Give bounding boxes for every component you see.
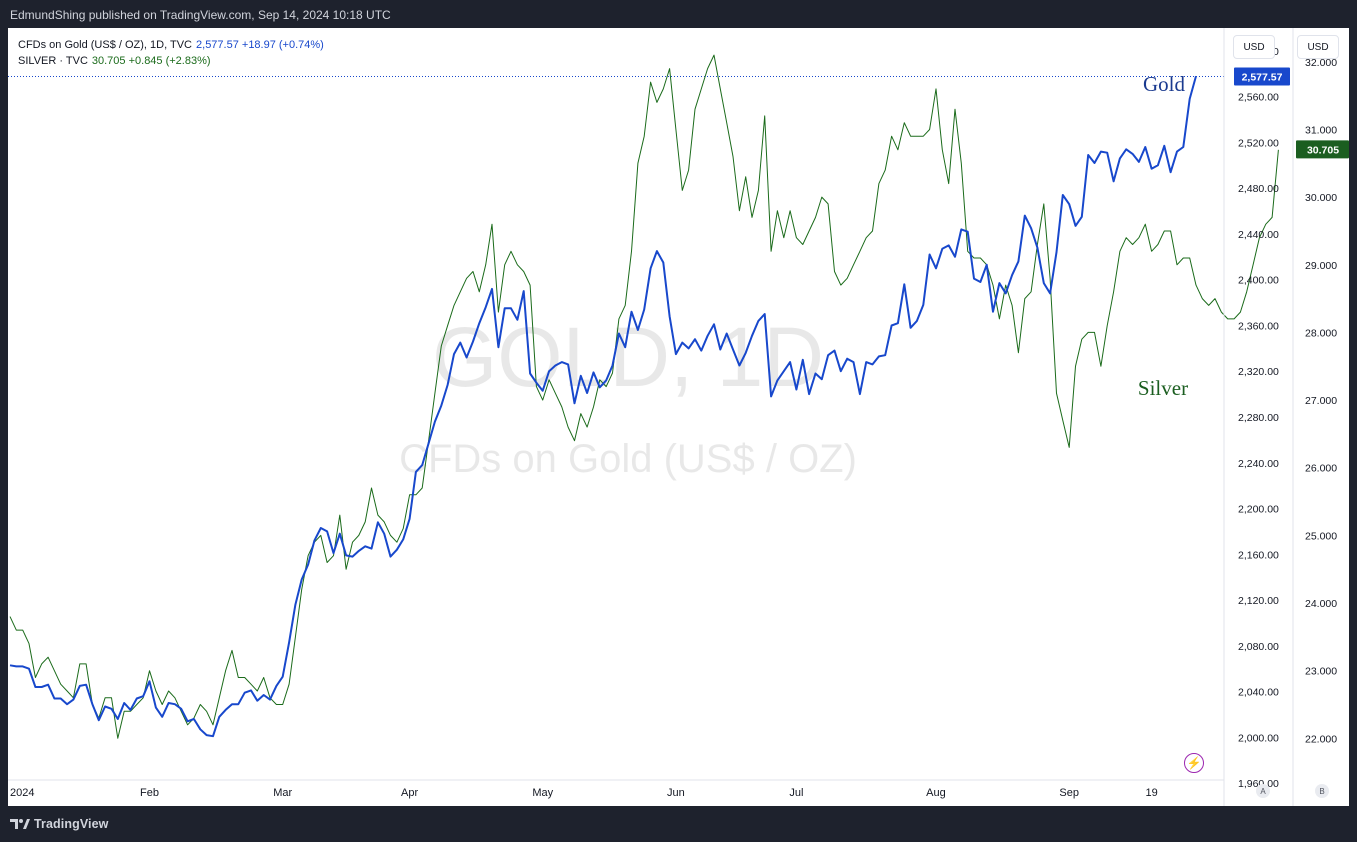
watermark-symbol: GOLD, 1D <box>432 310 824 404</box>
gold-last-value-text: 2,577.57 <box>1242 72 1283 84</box>
gold-axis-tick: 2,280.00 <box>1238 412 1279 424</box>
gold-axis-tick: 2,480.00 <box>1238 183 1279 195</box>
gold-axis-tick: 2,000.00 <box>1238 732 1279 744</box>
time-axis-tick: May <box>532 787 553 799</box>
time-axis-tick: Jun <box>667 787 685 799</box>
price-chart[interactable]: GOLD, 1D CFDs on Gold (US$ / OZ) Gold Silv… <box>8 28 1349 806</box>
legend-silver-row[interactable]: SILVER · TVC 30.705 +0.845 (+2.83%) <box>18 53 324 69</box>
publisher-text: EdmundShing published on TradingView.com… <box>10 8 391 22</box>
watermark-name: CFDs on Gold (US$ / OZ) <box>399 437 857 481</box>
tradingview-logo-icon[interactable] <box>10 817 30 831</box>
silver-axis-tick: 22.000 <box>1305 733 1337 745</box>
auto-scale-button[interactable]: A <box>1256 784 1270 798</box>
currency-button-gold[interactable]: USD <box>1233 35 1275 59</box>
legend-gold-row[interactable]: CFDs on Gold (US$ / OZ), 1D, TVC 2,577.57… <box>18 37 324 53</box>
gold-axis-tick: 2,160.00 <box>1238 549 1279 561</box>
tradingview-brand[interactable]: TradingView <box>34 817 109 831</box>
gold-axis-tick: 2,440.00 <box>1238 229 1279 241</box>
time-axis-tick: 19 <box>1145 787 1157 799</box>
gold-axis-tick: 2,120.00 <box>1238 595 1279 607</box>
silver-axis-tick: 32.000 <box>1305 57 1337 69</box>
silver-axis-tick: 29.000 <box>1305 260 1337 272</box>
scale-button-b[interactable]: B <box>1315 784 1329 798</box>
silver-series-line <box>9 54 1279 739</box>
time-axis-tick: Feb <box>140 787 159 799</box>
silver-annotation: Silver <box>1138 376 1188 400</box>
gold-axis-tick: 2,040.00 <box>1238 687 1279 699</box>
bottom-bar <box>0 806 1357 842</box>
silver-axis-tick: 28.000 <box>1305 327 1337 339</box>
gold-axis-tick: 2,080.00 <box>1238 641 1279 653</box>
gold-axis-tick: 2,200.00 <box>1238 504 1279 516</box>
legend-silver-values: 30.705 +0.845 (+2.83%) <box>91 55 211 67</box>
time-axis-tick: Apr <box>401 787 418 799</box>
time-axis-tick: Mar <box>273 787 292 799</box>
currency-button-silver[interactable]: USD <box>1297 35 1339 59</box>
gold-axis-tick: 2,520.00 <box>1238 137 1279 149</box>
gold-axis-tick: 2,320.00 <box>1238 366 1279 378</box>
gold-annotation: Gold <box>1143 72 1186 96</box>
gold-axis-tick: 2,400.00 <box>1238 275 1279 287</box>
gold-series-line <box>9 75 1197 738</box>
lightning-bolt-icon[interactable]: ⚡ <box>1184 753 1204 773</box>
gold-axis-tick: 2,560.00 <box>1238 92 1279 104</box>
silver-axis-tick: 25.000 <box>1305 530 1337 542</box>
silver-axis-tick: 30.000 <box>1305 192 1337 204</box>
legend-gold-values: 2,577.57 +18.97 (+0.74%) <box>196 39 324 51</box>
silver-last-value-tag <box>1296 140 1349 159</box>
silver-axis-tick: 23.000 <box>1305 666 1337 678</box>
legend-silver-label: SILVER · TVC <box>18 55 88 67</box>
silver-axis-tick: 24.000 <box>1305 598 1337 610</box>
silver-axis-tick: 31.000 <box>1305 124 1337 136</box>
legend: CFDs on Gold (US$ / OZ), 1D, TVC 2,577.57… <box>18 37 324 69</box>
time-axis-tick: Jul <box>789 787 803 799</box>
silver-axis-tick: 27.000 <box>1305 395 1337 407</box>
gold-last-value-tag <box>1234 67 1290 86</box>
gold-axis-tick: 2,360.00 <box>1238 320 1279 332</box>
silver-last-value-text: 30.705 <box>1307 144 1339 156</box>
gold-axis-tick: 2,240.00 <box>1238 458 1279 470</box>
silver-axis-tick: 26.000 <box>1305 463 1337 475</box>
time-axis-tick: Sep <box>1059 787 1079 799</box>
time-axis-tick: Aug <box>926 787 946 799</box>
time-axis-tick: 2024 <box>10 787 34 799</box>
legend-gold-label: CFDs on Gold (US$ / OZ), 1D, TVC <box>18 39 193 51</box>
top-bar: EdmundShing published on TradingView.com… <box>0 0 1357 28</box>
